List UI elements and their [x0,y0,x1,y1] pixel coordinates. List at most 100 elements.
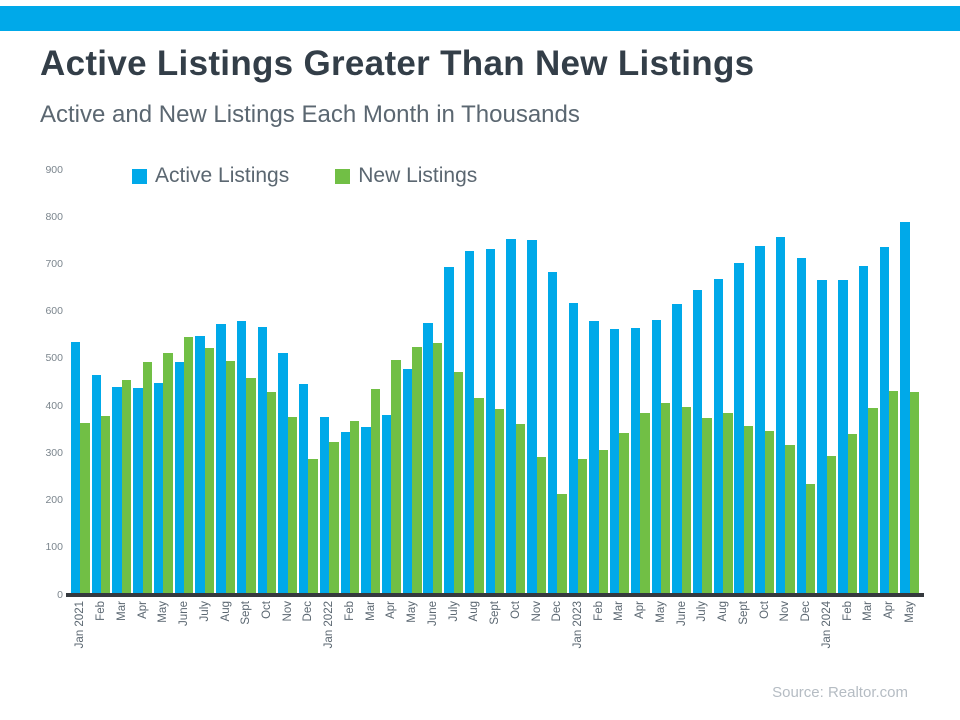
bar-active-listings [485,248,496,595]
month-group [754,170,775,595]
month-group [547,170,568,595]
bar-active-listings [319,416,330,595]
bar-new-listings [515,424,526,595]
y-axis-labels: 0 100 200 300 400 500 600 700 800 900 [0,0,63,720]
x-axis-label-slot: Aug [464,601,485,691]
bar-active-listings [257,327,267,595]
bar-active-listings [402,368,413,595]
bar-active-listings [236,321,247,595]
month-group [609,170,630,595]
y-axis-tick-label: 400 [45,399,63,412]
x-axis-label-slot: Dec [547,601,568,691]
x-axis-label-slot: May [651,601,672,691]
month-group [796,170,817,595]
bar-active-listings [174,361,185,595]
bar-active-listings [693,289,703,595]
month-group [858,170,879,595]
bar-active-listings [464,251,475,595]
x-axis-label: June [675,601,688,626]
x-axis-label: Mar [862,601,875,621]
x-axis-label: May [903,601,916,623]
bar-new-listings [598,450,609,595]
x-axis-label-slot: Apr [381,601,402,691]
bar-new-listings [577,459,588,595]
bar-active-listings [91,375,102,595]
page-title: Active Listings Greater Than New Listing… [40,44,755,83]
bar-active-listings [527,240,537,595]
month-group [194,170,215,595]
x-axis-label-slot: Mar [111,601,132,691]
bar-new-listings [619,432,629,595]
bar-new-listings [204,347,215,595]
x-axis-label-slot: Dec [796,601,817,691]
month-group [671,170,692,595]
x-axis-label-slot: June [671,601,692,691]
month-group [236,170,257,595]
bar-active-listings [153,383,164,595]
x-axis-label: May [406,601,419,623]
y-axis-tick-label: 900 [45,163,63,176]
bar-active-listings [423,322,433,595]
x-axis-label-slot: Jan 2021 [70,601,91,691]
bar-new-listings [723,412,733,595]
bar-new-listings [370,389,381,595]
x-axis-line [66,593,924,597]
bar-active-listings [589,321,599,595]
bar-new-listings [246,377,256,595]
month-group [837,170,858,595]
bar-new-listings [889,390,899,595]
bar-active-listings [858,266,869,595]
x-axis-label-slot: Apr [879,601,900,691]
month-group [713,170,734,595]
bar-new-listings [495,408,505,595]
bar-new-listings [329,441,339,595]
x-axis-label: Aug [717,601,730,622]
month-group [588,170,609,595]
bar-active-listings [216,323,226,595]
y-axis-tick-label: 100 [45,541,63,554]
month-group [215,170,236,595]
month-group [360,170,381,595]
x-axis-label-slot: Nov [277,601,298,691]
legend-color-swatch-icon [132,168,147,184]
x-axis-label-slot: Jan 2024 [816,601,837,691]
x-axis-label-slot: Sept [734,601,755,691]
bar-active-listings [610,328,620,595]
x-axis-label: Oct [509,601,522,619]
bar-new-listings [702,418,712,595]
bar-new-listings [163,352,173,595]
x-axis-label: Oct [260,601,273,619]
y-axis-tick-label: 200 [45,494,63,507]
x-axis-label-slot: Dec [298,601,319,691]
bar-active-listings [381,415,392,595]
x-axis-label: Dec [800,601,813,622]
bar-active-listings [278,352,288,595]
month-group [485,170,506,595]
x-axis-label: July [696,601,709,622]
month-group [651,170,672,595]
x-axis-label-slot: Sept [236,601,257,691]
bar-active-listings [775,237,786,595]
bar-new-listings [266,391,277,595]
y-axis-tick-label: 0 [57,588,63,601]
legend-item-new-listings: New Listings [335,164,477,188]
month-group [505,170,526,595]
x-axis-label-slot: May [153,601,174,691]
month-group [298,170,319,595]
bar-new-listings [826,455,837,595]
x-axis-label: Feb [592,601,605,621]
bar-new-listings [349,420,360,595]
x-axis-label-slot: Nov [775,601,796,691]
x-axis-label: Apr [385,601,398,619]
bar-active-listings [713,278,724,595]
x-axis-label-slot: Oct [754,601,775,691]
x-axis-label: May [157,601,170,623]
month-group [568,170,589,595]
x-axis-label: May [654,601,667,623]
month-group [630,170,651,595]
month-group [464,170,485,595]
bar-active-listings [506,238,516,595]
bar-active-listings [900,222,910,595]
x-axis-label: Feb [343,601,356,621]
x-axis-label: Jan 2024 [820,601,833,649]
